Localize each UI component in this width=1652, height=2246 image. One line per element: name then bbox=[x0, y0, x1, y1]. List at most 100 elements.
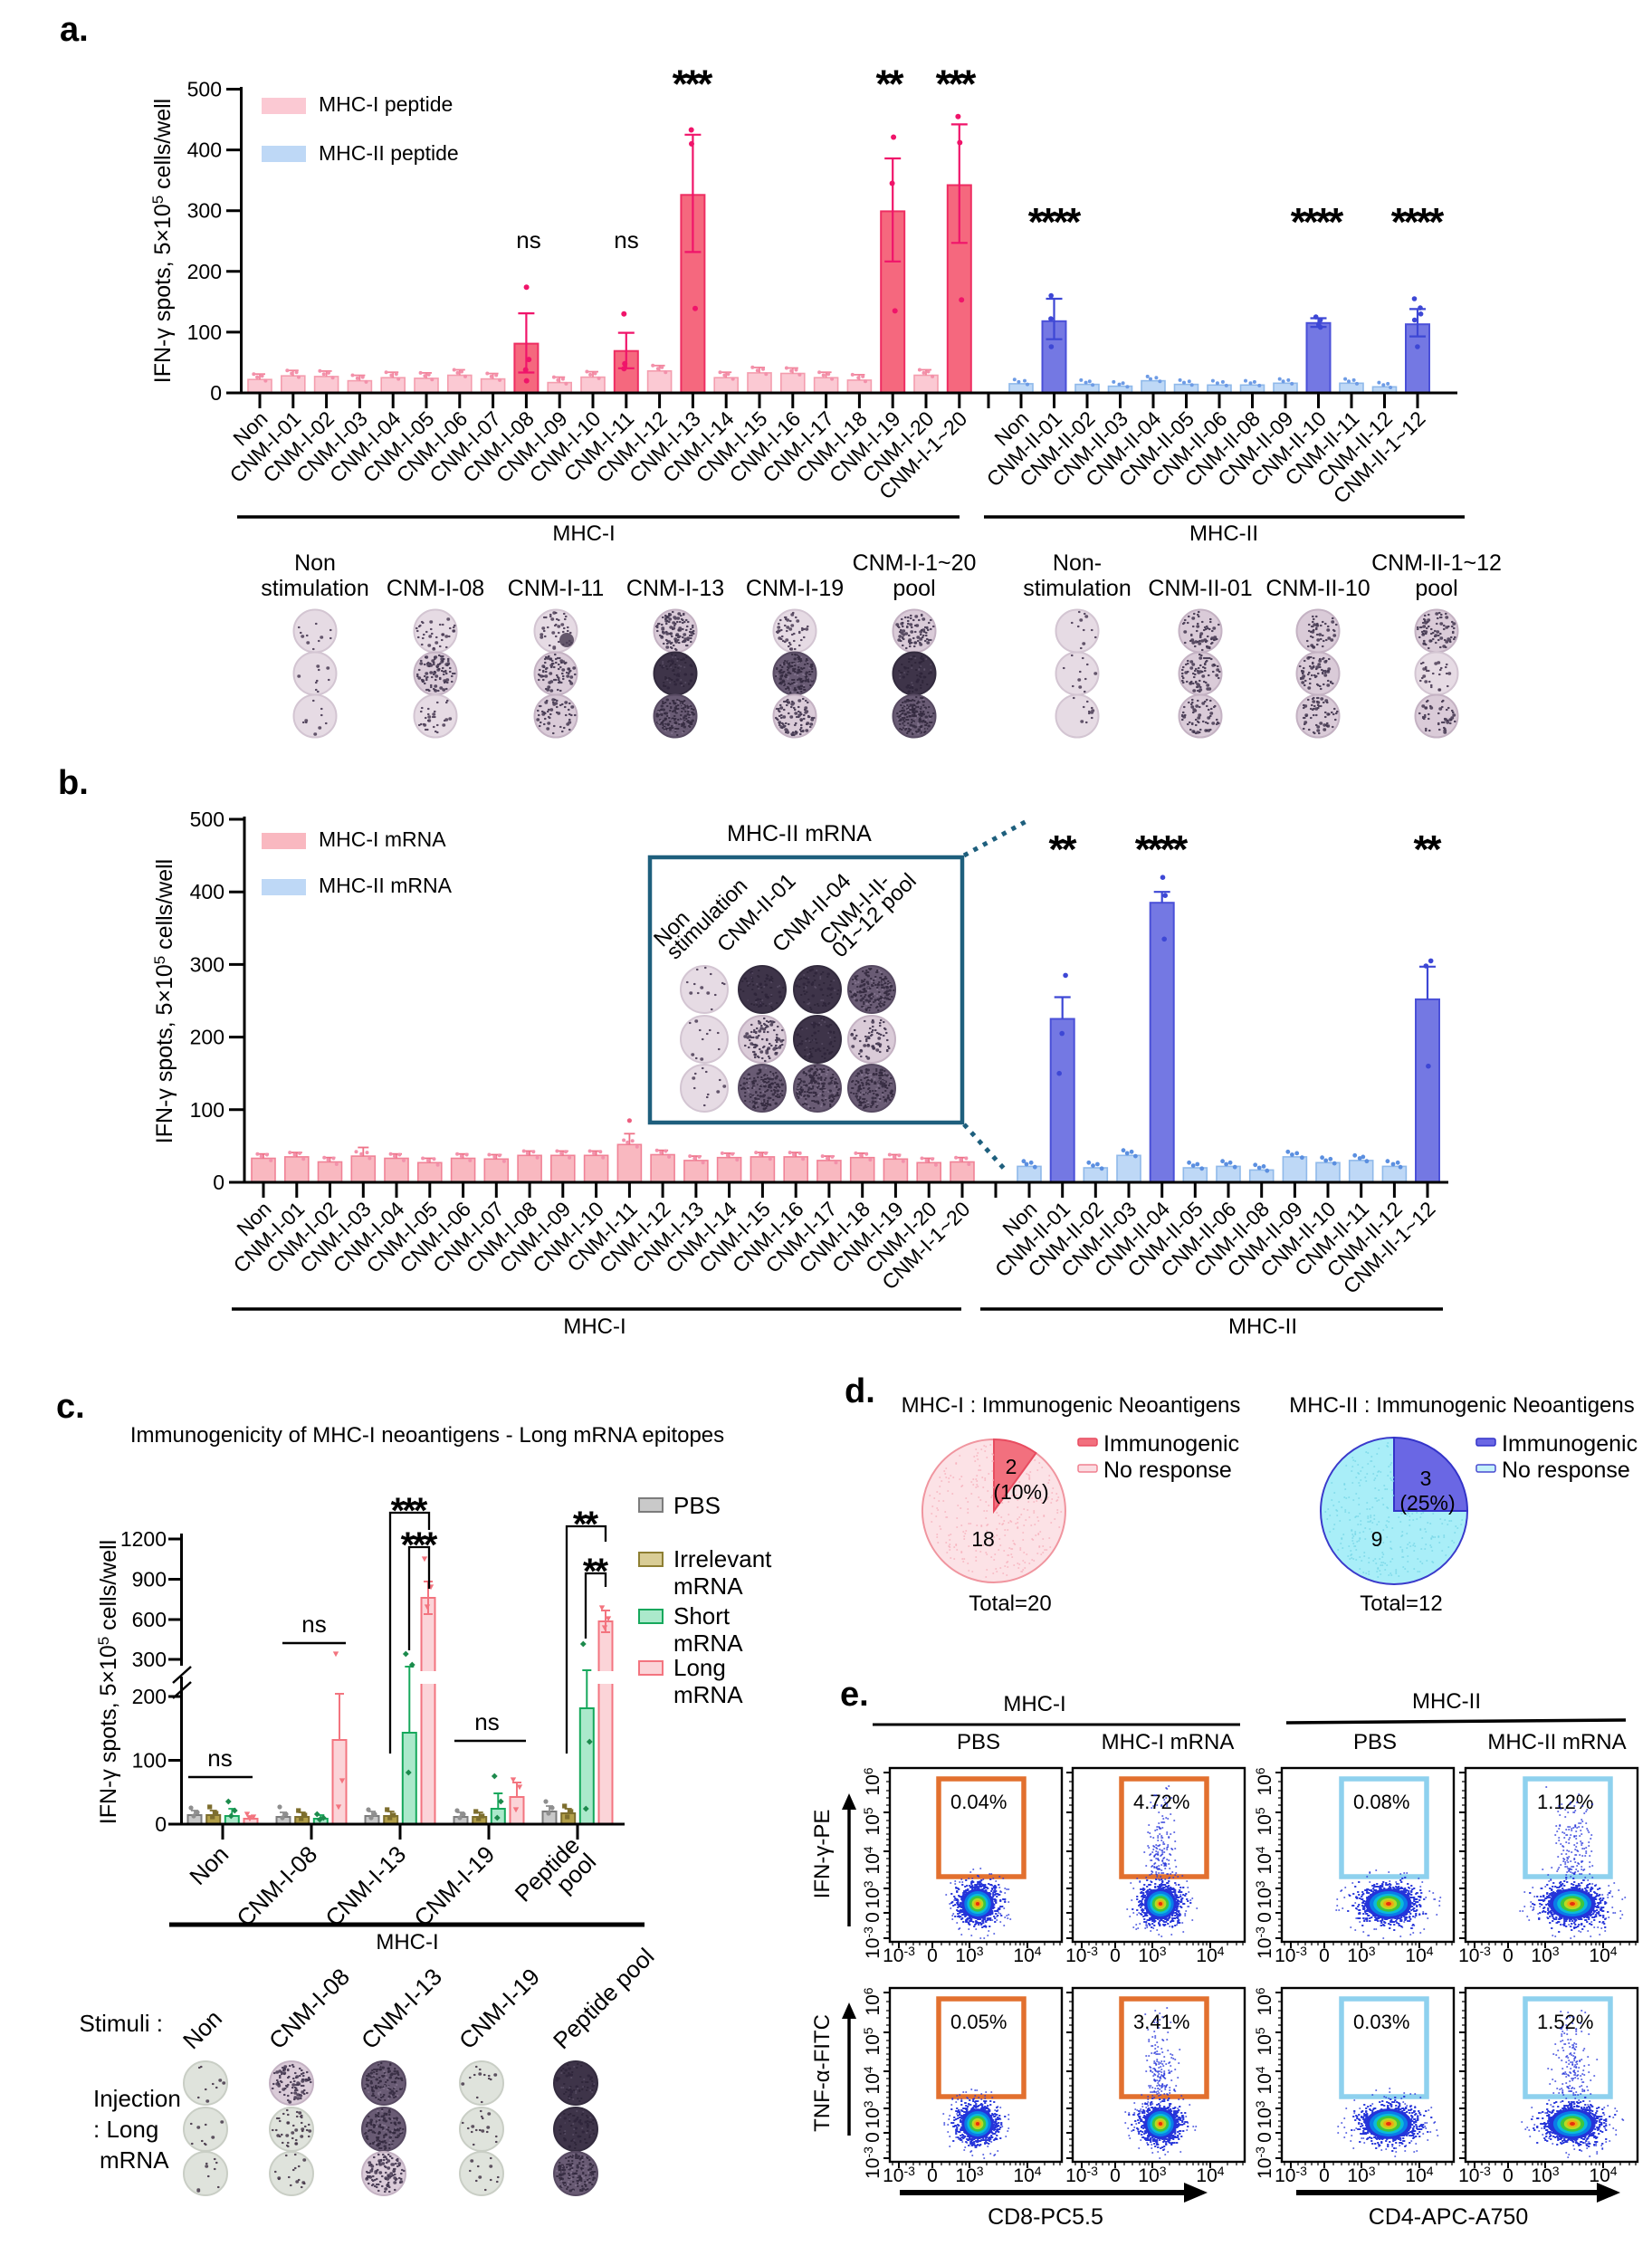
svg-text:CNM-I-13: CNM-I-13 bbox=[356, 1963, 447, 2054]
svg-text:4.72%: 4.72% bbox=[1133, 1791, 1189, 1813]
svg-text:ns: ns bbox=[207, 1744, 232, 1772]
svg-text:*: * bbox=[1135, 827, 1151, 872]
svg-text:MHC-II mRNA: MHC-II mRNA bbox=[1487, 1730, 1626, 1754]
svg-text:0: 0 bbox=[210, 381, 222, 405]
svg-text:MHC-I : Immunogenic Neoantigen: MHC-I : Immunogenic Neoantigens bbox=[902, 1393, 1241, 1418]
svg-text:0: 0 bbox=[1503, 2165, 1514, 2186]
svg-text:10-3: 10-3 bbox=[1065, 1944, 1098, 1966]
svg-text:MHC-II mRNA: MHC-II mRNA bbox=[727, 821, 872, 846]
svg-text:Immunogenic: Immunogenic bbox=[1103, 1431, 1239, 1457]
svg-text:mRNA: mRNA bbox=[100, 2146, 169, 2174]
svg-text:0: 0 bbox=[1319, 2165, 1330, 2186]
svg-text:*: * bbox=[1416, 200, 1432, 244]
svg-text:104: 104 bbox=[1013, 1944, 1041, 1966]
svg-text:600: 600 bbox=[132, 1608, 167, 1631]
svg-text:*: * bbox=[697, 62, 713, 107]
svg-text:0: 0 bbox=[927, 2165, 938, 2186]
svg-text:IFN-γ-PE: IFN-γ-PE bbox=[810, 1810, 835, 1899]
svg-text:TNF-α-FITC: TNF-α-FITC bbox=[810, 2014, 835, 2132]
svg-text:0: 0 bbox=[1110, 2165, 1121, 2186]
svg-text:*: * bbox=[960, 62, 977, 107]
svg-text:200: 200 bbox=[187, 260, 222, 283]
svg-text:ns: ns bbox=[614, 226, 638, 253]
svg-text:2: 2 bbox=[1006, 1455, 1017, 1478]
svg-text:(25%): (25%) bbox=[1399, 1491, 1455, 1515]
svg-text:10-3: 10-3 bbox=[1275, 1944, 1307, 1966]
svg-text:ns: ns bbox=[301, 1610, 326, 1638]
svg-text:104: 104 bbox=[1589, 2164, 1617, 2186]
svg-text:*: * bbox=[1428, 200, 1445, 244]
svg-text:105: 105 bbox=[861, 2027, 883, 2055]
svg-text:mRNA: mRNA bbox=[673, 1630, 743, 1657]
svg-text:CNM-I-13: CNM-I-13 bbox=[320, 1840, 411, 1932]
svg-text:3.41%: 3.41% bbox=[1133, 2011, 1189, 2033]
svg-text:PBS: PBS bbox=[957, 1730, 1000, 1754]
svg-text:106: 106 bbox=[861, 1987, 883, 2015]
svg-text:Total=20: Total=20 bbox=[969, 1591, 1051, 1616]
svg-text:CNM-I-1~20: CNM-I-1~20 bbox=[853, 550, 977, 576]
svg-text:*: * bbox=[391, 1491, 406, 1531]
svg-text:*: * bbox=[1061, 827, 1077, 872]
svg-text:CD8-PC5.5: CD8-PC5.5 bbox=[988, 2204, 1103, 2230]
svg-text:*: * bbox=[585, 1505, 599, 1544]
svg-text:e.: e. bbox=[840, 1676, 869, 1714]
svg-text:Injection: Injection bbox=[93, 2085, 181, 2112]
svg-text:104: 104 bbox=[1405, 1944, 1433, 1966]
svg-text:MHC-II : Immunogenic Neoantige: MHC-II : Immunogenic Neoantigens bbox=[1289, 1393, 1635, 1418]
svg-text:3: 3 bbox=[1420, 1467, 1432, 1490]
svg-text:104: 104 bbox=[1405, 2164, 1433, 2186]
svg-text:No response: No response bbox=[1502, 1458, 1630, 1483]
svg-text:10-3: 10-3 bbox=[883, 1944, 915, 1966]
svg-text:c.: c. bbox=[56, 1388, 85, 1426]
svg-text:104: 104 bbox=[1253, 2066, 1275, 2094]
svg-text:PBS: PBS bbox=[1353, 1730, 1397, 1754]
svg-text:pool: pool bbox=[893, 576, 935, 601]
svg-text:*: * bbox=[412, 1525, 426, 1565]
svg-text:MHC-I: MHC-I bbox=[552, 521, 615, 546]
svg-text:0.03%: 0.03% bbox=[1353, 2011, 1409, 2033]
svg-text:ns: ns bbox=[516, 226, 540, 253]
svg-text:103: 103 bbox=[1253, 2100, 1275, 2128]
svg-text:MHC-I: MHC-I bbox=[563, 1314, 625, 1339]
svg-text:IFN-γ spots, 5×105 cells/well: IFN-γ spots, 5×105 cells/well bbox=[149, 99, 176, 383]
svg-text:*: * bbox=[876, 62, 893, 107]
svg-text:stimulation: stimulation bbox=[1023, 576, 1132, 601]
svg-text:10-3: 10-3 bbox=[1253, 2146, 1275, 2179]
svg-text:CNM-I-19: CNM-I-19 bbox=[746, 576, 844, 601]
svg-text:(10%): (10%) bbox=[993, 1480, 1048, 1504]
svg-text:10-3: 10-3 bbox=[1275, 2164, 1307, 2186]
svg-text:103: 103 bbox=[1347, 1944, 1375, 1966]
svg-text:CNM-II-10: CNM-II-10 bbox=[1265, 576, 1370, 601]
svg-text:*: * bbox=[1160, 827, 1176, 872]
svg-text:104: 104 bbox=[1589, 1944, 1617, 1966]
svg-text:*: * bbox=[1391, 200, 1408, 244]
svg-text:ns: ns bbox=[474, 1708, 499, 1735]
svg-text:104: 104 bbox=[1253, 1846, 1275, 1874]
svg-text:10-3: 10-3 bbox=[1065, 2164, 1098, 2186]
svg-text:100: 100 bbox=[132, 1749, 167, 1773]
svg-text:stimulation: stimulation bbox=[261, 576, 369, 601]
svg-text:0: 0 bbox=[927, 1945, 938, 1966]
svg-text:0: 0 bbox=[863, 1912, 883, 1923]
svg-text:mRNA: mRNA bbox=[673, 1681, 743, 1708]
svg-text:*: * bbox=[1172, 827, 1189, 872]
svg-text:103: 103 bbox=[955, 2164, 983, 2186]
svg-text:Non: Non bbox=[294, 550, 336, 576]
svg-text:100: 100 bbox=[187, 320, 222, 344]
svg-text:0: 0 bbox=[213, 1171, 224, 1194]
svg-text:*: * bbox=[1049, 827, 1065, 872]
svg-text:d.: d. bbox=[845, 1372, 875, 1410]
svg-text:CNM-II-1~12: CNM-II-1~12 bbox=[1371, 550, 1502, 576]
svg-text:*: * bbox=[1414, 827, 1430, 872]
svg-text:*: * bbox=[1028, 200, 1045, 244]
svg-text:MHC-II: MHC-II bbox=[1412, 1689, 1481, 1714]
svg-text:0.05%: 0.05% bbox=[950, 2011, 1007, 2033]
svg-text:MHC-II: MHC-II bbox=[1189, 521, 1258, 546]
svg-text:MHC-I mRNA: MHC-I mRNA bbox=[1102, 1730, 1235, 1754]
svg-text:0: 0 bbox=[1255, 1912, 1275, 1923]
svg-text:103: 103 bbox=[861, 2100, 883, 2128]
svg-text:*: * bbox=[573, 1505, 587, 1544]
svg-text:103: 103 bbox=[861, 1880, 883, 1908]
svg-text:CNM-I-19: CNM-I-19 bbox=[408, 1840, 500, 1932]
svg-text:10-3: 10-3 bbox=[883, 2164, 915, 2186]
